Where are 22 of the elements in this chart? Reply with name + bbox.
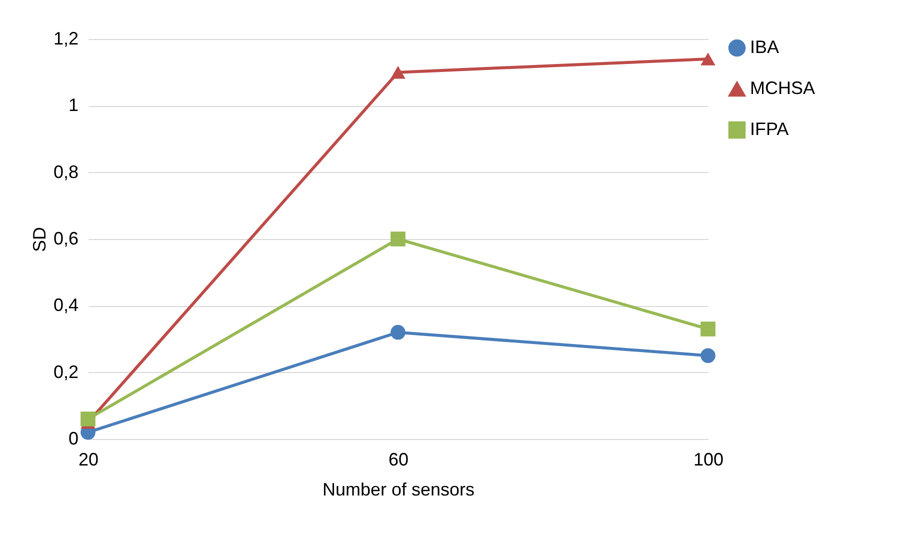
legend-label: IFPA — [750, 119, 789, 139]
y-axis-title: SD — [29, 226, 50, 252]
point — [390, 66, 406, 79]
y-tick-label: 0,8 — [53, 162, 78, 182]
y-tick-label: 0,2 — [53, 362, 78, 382]
x-tick-label: 60 — [388, 450, 409, 470]
y-tick-label: 0 — [68, 428, 78, 448]
point — [80, 412, 96, 426]
x-tick-label: 100 — [693, 450, 724, 470]
point — [390, 324, 406, 340]
legend-label: MCHSA — [750, 78, 816, 98]
y-tick-label: 0,6 — [53, 228, 78, 248]
point — [700, 348, 716, 364]
legend-label: IBA — [750, 37, 780, 57]
y-tick-label: 0,4 — [53, 295, 78, 316]
y-tick-label: 1,2 — [53, 28, 78, 48]
point — [390, 232, 406, 246]
x-axis-title: Number of sensors — [322, 480, 475, 500]
y-tick-label: 1 — [68, 95, 78, 116]
point — [700, 52, 716, 66]
x-tick-label: 20 — [78, 450, 99, 470]
point — [700, 322, 716, 336]
